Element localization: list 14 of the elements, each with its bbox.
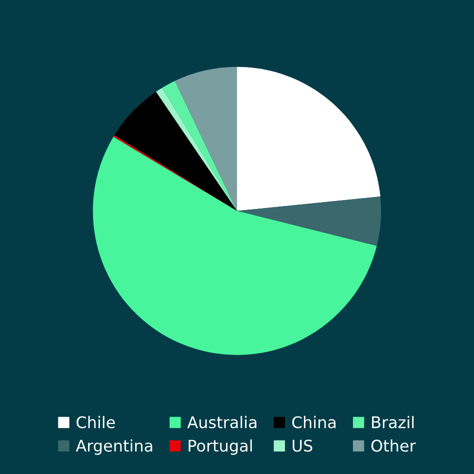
legend-label: Argentina (76, 439, 152, 455)
pie-slice (174, 66, 237, 211)
legend-label: Other (371, 439, 416, 452)
legend-label: US (292, 440, 312, 452)
legend-label: Chile (76, 416, 115, 428)
pie-slice (92, 136, 377, 356)
pie-slice (113, 135, 237, 211)
legend-label: Australia (187, 416, 256, 428)
pie-slice (237, 66, 380, 211)
legend-label: China (292, 416, 336, 428)
pie-slice (237, 196, 382, 246)
legend-label: Brazil (372, 416, 414, 428)
legend-label: Portugal (188, 439, 252, 455)
pie-slice (114, 92, 237, 211)
